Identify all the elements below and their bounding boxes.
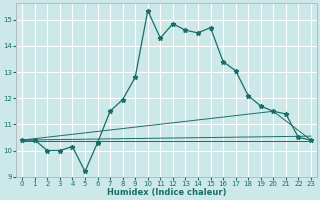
X-axis label: Humidex (Indice chaleur): Humidex (Indice chaleur) [107,188,226,197]
